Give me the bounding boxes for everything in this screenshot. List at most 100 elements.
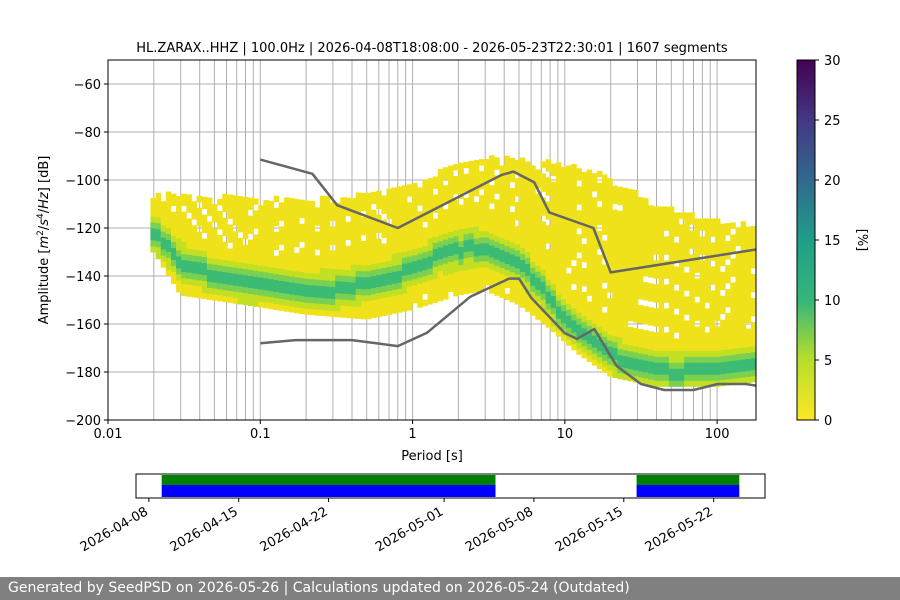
psd-cell (627, 188, 634, 196)
psd-cell (478, 255, 485, 262)
psd-cell (714, 326, 721, 333)
psd-cell (745, 280, 752, 287)
psd-cell (463, 185, 469, 193)
psd-cell (299, 265, 305, 273)
psd-cell (684, 272, 690, 279)
psd-cell (504, 257, 510, 265)
psd-cell (381, 207, 387, 214)
psd-cell (653, 272, 659, 279)
psd-cell (401, 263, 408, 270)
psd-cell (499, 285, 505, 292)
psd-cell (376, 250, 382, 258)
psd-cell (150, 240, 156, 247)
psd-cell (468, 238, 475, 246)
psd-cell (530, 225, 536, 232)
psd-cell (632, 268, 639, 275)
psd-cell (360, 192, 367, 200)
psd-cell (607, 256, 613, 263)
psd-cell (494, 241, 500, 248)
psd-cell (417, 253, 423, 260)
psd-cell (735, 353, 741, 361)
psd-cell (561, 292, 567, 300)
psd-cell (586, 241, 593, 248)
psd-cell (545, 159, 552, 166)
psd-cell (643, 366, 649, 373)
psd-cell (340, 197, 346, 204)
psd-cell (550, 181, 557, 189)
psd-cell (165, 233, 172, 240)
psd-cell (596, 284, 603, 292)
psd-cell (324, 256, 331, 263)
psd-cell (319, 255, 326, 263)
psd-cell (673, 218, 680, 225)
psd-cell (458, 210, 464, 218)
psd-cell (437, 234, 444, 242)
psd-cell (448, 225, 454, 232)
psd-cell (448, 249, 454, 256)
psd-cell (689, 266, 695, 273)
psd-cell (704, 332, 711, 339)
psd-cell (566, 243, 572, 250)
psd-cell (555, 216, 562, 223)
psd-cell (709, 302, 716, 309)
psd-cell (617, 252, 623, 260)
psd-cell (612, 371, 618, 379)
psd-cell (294, 240, 300, 248)
psd-cell (176, 280, 182, 287)
psd-cell (309, 272, 315, 280)
psd-cell (463, 287, 469, 295)
psd-cell (699, 296, 706, 303)
psd-cell (283, 221, 290, 228)
psd-cell (627, 284, 634, 292)
psd-cell (324, 196, 331, 203)
psd-cell (735, 359, 741, 367)
psd-cell (653, 374, 659, 381)
psd-cell (668, 302, 675, 309)
psd-cell (653, 236, 659, 243)
psd-cell (514, 250, 521, 257)
psd-cell (740, 221, 747, 228)
psd-cell (468, 226, 475, 234)
psd-cell (699, 362, 706, 369)
psd-cell (658, 206, 664, 213)
psd-cell (458, 222, 464, 230)
timeline-coverage-bar (636, 475, 740, 485)
y-tick-label: −120 (65, 222, 101, 237)
psd-cell (740, 299, 747, 306)
psd-cell (725, 367, 731, 374)
psd-cell (237, 226, 244, 233)
psd-cell (381, 291, 387, 298)
psd-cell (478, 231, 485, 238)
psd-cell (638, 365, 644, 372)
psd-cell (525, 275, 531, 282)
psd-cell (401, 233, 408, 240)
psd-cell (530, 309, 536, 316)
psd-cell (591, 323, 598, 330)
psd-cell (725, 355, 731, 362)
psd-cell (391, 211, 398, 218)
psd-cell (632, 340, 639, 347)
psd-cell (453, 218, 459, 225)
psd-cell (509, 229, 516, 237)
psd-cell (714, 344, 721, 351)
psd-cell (673, 296, 680, 303)
psd-cell (704, 362, 711, 369)
psd-cell (607, 244, 613, 251)
psd-cell (658, 254, 664, 261)
psd-cell (699, 338, 706, 345)
psd-cell (566, 249, 572, 256)
psd-cell (283, 239, 290, 246)
psd-cell (638, 293, 644, 300)
psd-cell (673, 278, 680, 285)
psd-cell (668, 212, 675, 219)
timeline-bars (161, 475, 740, 497)
psd-cell (596, 170, 603, 178)
psd-cell (412, 260, 418, 268)
psd-cell (355, 300, 362, 307)
psd-cell (489, 245, 495, 252)
psd-cell (432, 296, 439, 303)
timeline-tick-label: 2026-05-01 (373, 504, 446, 555)
psd-cell (653, 314, 659, 321)
psd-cell (720, 355, 726, 363)
